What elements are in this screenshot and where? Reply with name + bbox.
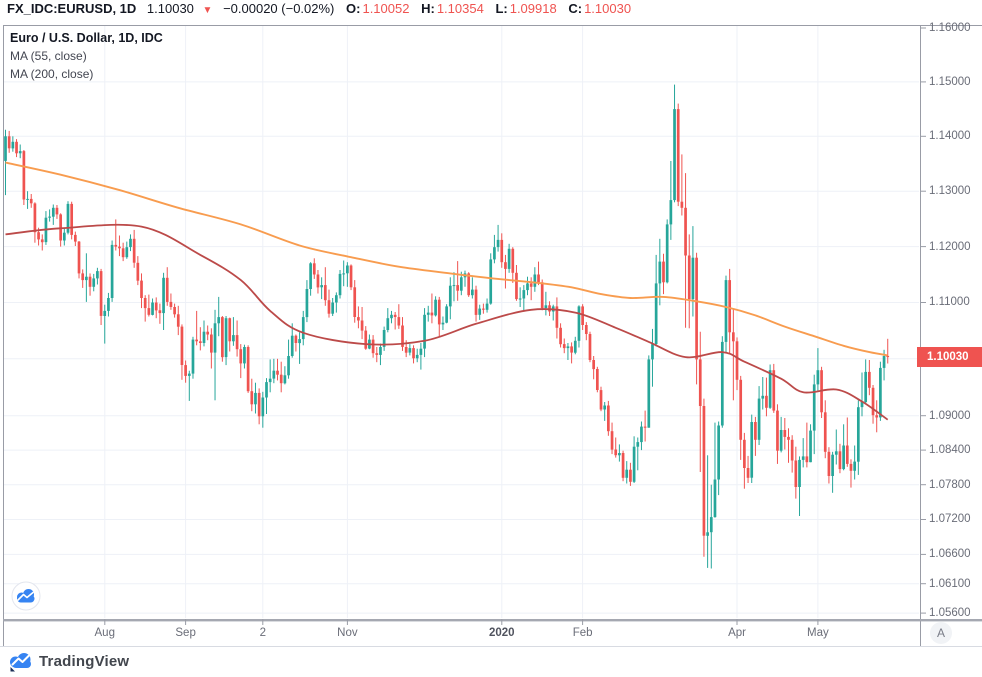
gridlines: [4, 26, 919, 618]
candlestick-series: [4, 84, 890, 569]
price-axis-label: 1.11000: [929, 296, 970, 309]
tradingview-attribution-text: TradingView: [39, 652, 130, 670]
time-axis-label: Apr: [728, 627, 746, 639]
price-axis-label: 1.13000: [929, 185, 971, 198]
last-price-tag: 1.10030: [917, 347, 982, 368]
open-label: O:: [346, 1, 361, 16]
price-axis-label: 1.08400: [929, 444, 971, 457]
chart-frame: [0, 25, 982, 647]
close-value: 1.10030: [584, 1, 632, 16]
chart-legend: Euro / U.S. Dollar, 1D, IDC MA (55, clos…: [10, 29, 163, 83]
low-value: 1.09918: [509, 1, 557, 16]
high-value: 1.10354: [436, 1, 484, 16]
close-label: C:: [568, 1, 583, 16]
legend-ma200-label[interactable]: MA (200, close): [10, 67, 94, 81]
price-axis-label: 1.07800: [929, 478, 971, 491]
price-axis-label: 1.14000: [929, 130, 971, 143]
open-value: 1.10052: [362, 1, 410, 16]
price-down-triangle-icon: ▼: [202, 5, 213, 16]
price-axis-label: 1.09000: [929, 409, 971, 422]
price-axis-label: 1.15000: [929, 75, 971, 88]
tradingview-watermark-icon: [11, 581, 41, 611]
price-axis-label: 1.06100: [929, 577, 971, 590]
price-axis-label: 1.12000: [929, 240, 971, 253]
legend-ma55-label[interactable]: MA (55, close): [10, 49, 87, 63]
auto-scale-button[interactable]: A: [930, 622, 952, 644]
time-axis-label: Nov: [337, 627, 358, 639]
price-change: −0.00020 (−0.02%): [223, 1, 335, 16]
price-axis-label: 1.07200: [929, 513, 971, 526]
time-axis-label: Feb: [572, 627, 593, 639]
time-axis-label: Aug: [94, 627, 115, 639]
price-axis-label: 1.05600: [929, 607, 971, 620]
symbol-name[interactable]: FX_IDC:EURUSD, 1D: [7, 1, 137, 16]
price-axis-label: 1.16000: [929, 22, 971, 34]
low-label: L:: [495, 1, 508, 16]
ma-55-line: [5, 223, 889, 421]
legend-series-title[interactable]: Euro / U.S. Dollar, 1D, IDC: [10, 31, 163, 45]
high-label: H:: [421, 1, 435, 16]
time-axis-label: 2: [259, 627, 267, 639]
price-axis-label: 1.06600: [929, 548, 971, 561]
symbol-header: FX_IDC:EURUSD, 1D 1.10030 ▼ −0.00020 (−0…: [7, 1, 631, 16]
last-price: 1.10030: [146, 1, 194, 16]
time-axis-label: Sep: [175, 627, 196, 639]
ma-200-line: [5, 161, 888, 357]
time-axis-label: 2020: [488, 627, 515, 639]
tradingview-logo-icon: [10, 653, 31, 672]
tradingview-attribution[interactable]: TradingView: [8, 650, 129, 672]
time-axis-label: May: [807, 627, 829, 639]
